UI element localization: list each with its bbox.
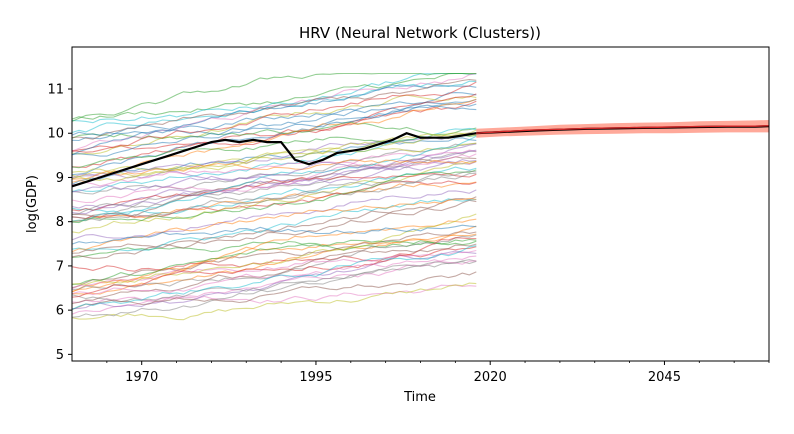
y-axis-label: log(GDP) [25,175,40,233]
background-series-line [71,121,477,140]
background-series-line [71,196,477,259]
background-series-line [71,149,477,204]
chart-title: HRV (Neural Network (Clusters)) [299,24,541,42]
y-axis: 5 6 7 8 9 10 11 [47,83,72,363]
background-series-line [71,135,477,222]
background-series-line [71,173,477,212]
background-series-line [71,142,477,173]
background-series-line [71,129,477,181]
background-series-line [71,169,477,224]
background-series-line [71,156,477,218]
x-axis-label: Time [403,390,436,405]
background-series-line [71,98,477,183]
background-series-line [71,103,477,157]
background-series-line [71,134,477,169]
background-series-line [71,282,477,321]
y-tick-label: 8 [56,215,64,230]
x-tick-label: 1995 [299,370,332,385]
background-series-line [71,153,477,187]
x-tick-label: 2045 [648,370,681,385]
background-series-line [71,245,477,310]
x-tick-label: 1970 [125,370,158,385]
background-series-line [71,218,477,293]
series-line-target-history [71,132,477,188]
background-series-line [71,259,477,318]
background-series-line [71,100,477,153]
background-series-line [71,224,477,245]
background-series-group [71,72,477,321]
background-series-line [71,72,477,152]
y-tick-label: 11 [47,83,64,98]
background-series-line [71,271,477,311]
background-series-line [71,72,477,122]
background-series-line [71,72,477,120]
background-series-line [71,239,477,285]
background-series-line [71,199,477,254]
background-series-line [71,81,477,153]
background-series-line [71,150,477,223]
y-tick-label: 9 [56,171,64,186]
background-series-line [71,231,477,289]
background-series-line [71,160,477,234]
background-series-line [71,237,477,298]
background-series-line [71,189,477,241]
background-series-line [71,78,477,140]
background-series-line [71,284,477,304]
y-tick-label: 7 [56,259,64,274]
background-series-line [71,93,477,168]
background-series-line [71,159,477,209]
y-tick-label: 10 [47,127,64,142]
background-series-line [71,104,477,136]
x-tick-label: 2020 [474,370,507,385]
main-series-group [71,125,770,188]
background-series-line [71,225,477,295]
background-series-line [71,260,477,303]
background-series-line [71,250,477,310]
background-series-line [71,80,477,124]
y-tick-label: 6 [56,304,64,319]
background-series-line [71,149,477,193]
x-axis: 1970 1995 2020 2045 [106,361,770,385]
background-series-line [71,84,477,156]
background-series-line [71,170,477,222]
background-series-line [71,132,477,179]
background-series-line [71,213,477,285]
series-line-forecast-red [476,125,770,134]
y-tick-label: 5 [56,348,64,363]
